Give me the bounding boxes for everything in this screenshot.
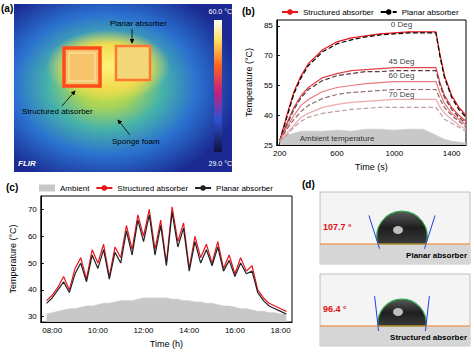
svg-text:Structured absorber: Structured absorber xyxy=(117,184,188,193)
svg-text:10:00: 10:00 xyxy=(88,326,109,335)
svg-text:Planar absorber: Planar absorber xyxy=(110,19,167,28)
svg-text:18:00: 18:00 xyxy=(271,326,292,335)
svg-text:(c): (c) xyxy=(6,182,18,193)
svg-text:Temperature (°C): Temperature (°C) xyxy=(244,48,254,117)
svg-text:Planar absorber: Planar absorber xyxy=(402,8,459,17)
svg-text:Time (h): Time (h) xyxy=(150,339,183,349)
svg-text:14:00: 14:00 xyxy=(179,326,200,335)
svg-text:96.4 °: 96.4 ° xyxy=(323,304,347,314)
svg-text:Sponge foam: Sponge foam xyxy=(112,137,160,146)
svg-text:70: 70 xyxy=(28,205,37,214)
svg-text:08:00: 08:00 xyxy=(42,326,63,335)
svg-text:30: 30 xyxy=(28,312,37,321)
svg-text:200: 200 xyxy=(273,149,287,158)
svg-text:Structured absorber: Structured absorber xyxy=(390,333,467,342)
svg-text:FLIR: FLIR xyxy=(18,159,36,168)
svg-text:45 Deg: 45 Deg xyxy=(389,57,415,66)
svg-text:16:00: 16:00 xyxy=(225,326,246,335)
svg-text:55: 55 xyxy=(264,81,273,90)
svg-text:70 Deg: 70 Deg xyxy=(389,90,415,99)
svg-text:1400: 1400 xyxy=(443,149,461,158)
svg-text:107.7 °: 107.7 ° xyxy=(323,222,352,232)
svg-text:Ambient: Ambient xyxy=(60,184,90,193)
svg-text:29.0 °C: 29.0 °C xyxy=(209,160,232,167)
svg-text:1000: 1000 xyxy=(385,149,403,158)
svg-text:(b): (b) xyxy=(242,6,255,17)
svg-text:(d): (d) xyxy=(302,179,315,190)
svg-text:Planar absorber: Planar absorber xyxy=(406,251,467,260)
svg-text:Time (s): Time (s) xyxy=(355,162,388,172)
svg-text:Ambient temperature: Ambient temperature xyxy=(300,134,375,143)
svg-text:Temperature (°C): Temperature (°C) xyxy=(8,224,18,293)
svg-text:Structured absorber: Structured absorber xyxy=(303,8,374,17)
svg-text:(a): (a) xyxy=(1,3,13,14)
svg-text:40: 40 xyxy=(28,285,37,294)
svg-text:25: 25 xyxy=(264,141,273,150)
svg-text:40: 40 xyxy=(264,111,273,120)
svg-text:12:00: 12:00 xyxy=(134,326,155,335)
svg-text:70: 70 xyxy=(264,51,273,60)
svg-text:50: 50 xyxy=(28,259,37,268)
svg-text:60: 60 xyxy=(28,232,37,241)
svg-text:Planar absorber: Planar absorber xyxy=(216,184,273,193)
svg-text:60.0 °C: 60.0 °C xyxy=(209,8,232,15)
svg-text:0 Deg: 0 Deg xyxy=(391,20,412,29)
svg-text:Structured absorber: Structured absorber xyxy=(22,107,93,116)
svg-text:600: 600 xyxy=(330,149,344,158)
svg-text:85: 85 xyxy=(264,21,273,30)
svg-text:60 Deg: 60 Deg xyxy=(389,71,415,80)
